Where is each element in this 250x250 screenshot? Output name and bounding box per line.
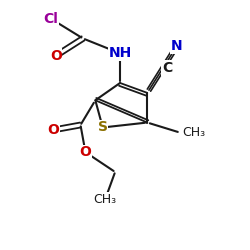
Text: O: O [50, 49, 62, 63]
Text: S: S [98, 120, 108, 134]
Text: Cl: Cl [44, 12, 58, 26]
Text: C: C [162, 61, 172, 75]
Text: O: O [80, 145, 92, 159]
Text: NH: NH [108, 46, 132, 60]
Text: CH₃: CH₃ [94, 193, 117, 206]
Text: N: N [171, 39, 183, 53]
Text: O: O [47, 123, 59, 137]
Text: CH₃: CH₃ [182, 126, 205, 139]
